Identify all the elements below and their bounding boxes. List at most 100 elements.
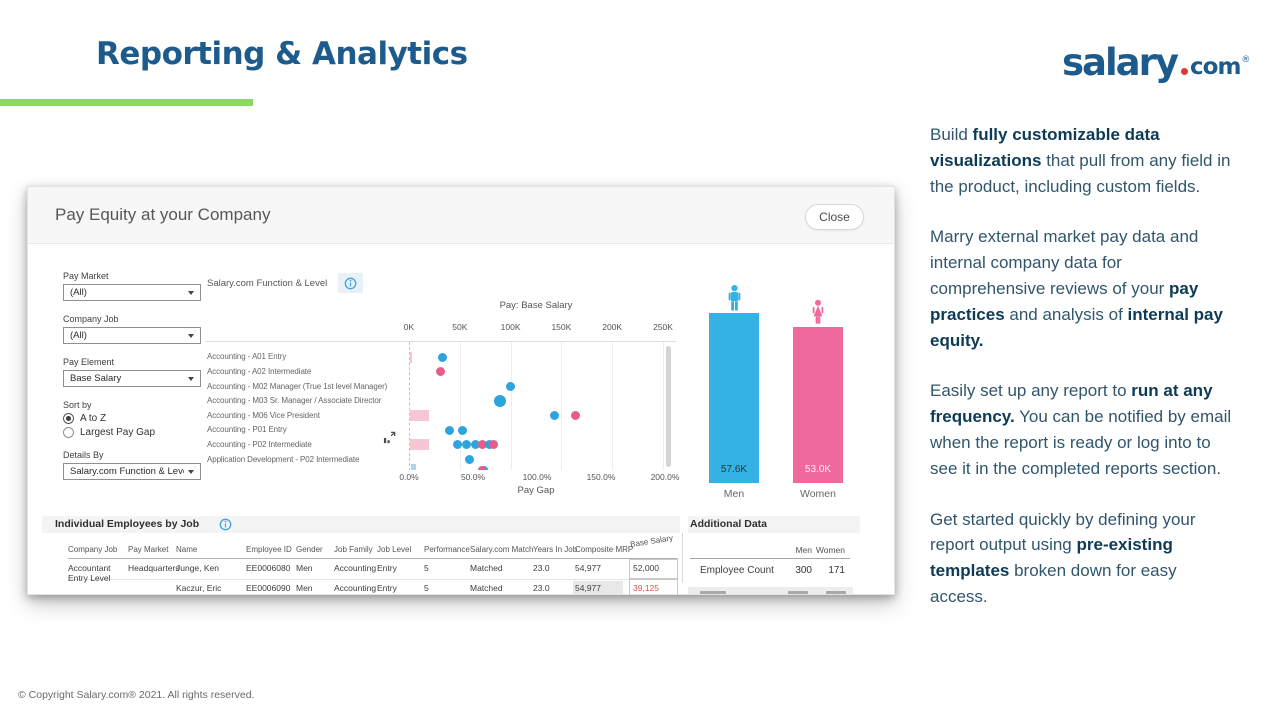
table-cell: 23.0 xyxy=(533,563,550,573)
bottom-axis-tick: 100.0% xyxy=(522,472,552,482)
feature-text-segment: Get started quickly by defining your rep… xyxy=(930,509,1196,555)
base-salary-cell-box xyxy=(629,579,678,594)
pay-gap-bar xyxy=(409,439,429,451)
top-axis-tick: 50K xyxy=(452,322,468,332)
mrp-highlight xyxy=(573,581,623,594)
bottom-axis-tick: 150.0% xyxy=(586,472,616,482)
radio-dot xyxy=(66,416,71,421)
additional-col-header: Men xyxy=(795,545,812,555)
table-cell: 5 xyxy=(424,583,429,593)
bottom-axis-tick: 0.0% xyxy=(399,472,419,482)
scatter-row-label: Accounting - M03 Sr. Manager / Associate… xyxy=(207,396,382,406)
additional-value-women: 171 xyxy=(828,565,845,576)
filter-value-details-by: Salary.com Function & Level xyxy=(70,466,184,477)
filter-select-pay-market[interactable]: (All) xyxy=(63,284,201,301)
scatter-point-men xyxy=(506,382,516,391)
table-header-cell: Years In Job xyxy=(533,545,578,554)
radio-option-a-to-z[interactable]: A to Z xyxy=(63,413,201,424)
feature-text: Build fully customizable data visualizat… xyxy=(930,122,1238,635)
table-header-cell: Composite MRP xyxy=(575,545,634,554)
bottom-axis-tick: 50.0% xyxy=(460,472,486,482)
feature-paragraph: Easily set up any report to run at any f… xyxy=(930,378,1238,481)
feature-text-segment: that pull from any field in the product,… xyxy=(930,150,1231,196)
table-cell: 23.0 xyxy=(533,583,550,593)
scatter-point-women xyxy=(477,440,487,450)
scatter-row-label: Application Development - P02 Intermedia… xyxy=(207,454,360,464)
radio-option-largest-pay-gap[interactable]: Largest Pay Gap xyxy=(63,427,201,438)
bar-value-label: 57.6K xyxy=(720,464,748,475)
table-header-cell: Performance xyxy=(424,545,470,554)
additional-section-bar xyxy=(688,516,860,533)
table-header-cell: Employee ID xyxy=(246,545,292,554)
gridline xyxy=(510,342,512,470)
scatter-row-label: Accounting - M06 Vice President xyxy=(207,410,320,420)
feature-paragraph: Build fully customizable data visualizat… xyxy=(930,122,1238,199)
filter-select-company-job[interactable]: (All) xyxy=(63,327,201,344)
additional-value-men: 300 xyxy=(795,565,812,576)
filter-select-details-by[interactable]: Salary.com Function & Level xyxy=(63,463,201,480)
table-cell: Men xyxy=(296,583,313,593)
employees-section-bar xyxy=(42,516,680,533)
bar-value-label: 53.0K xyxy=(804,464,832,475)
top-axis-tick: 150K xyxy=(551,322,572,332)
table-cell: Headquarters xyxy=(128,563,180,573)
close-button[interactable]: Close xyxy=(805,204,864,230)
scatter-point-men xyxy=(453,440,463,450)
table-header-cell: Base Salary xyxy=(629,533,674,549)
scatter-point-men xyxy=(458,425,468,435)
table-cell: 5 xyxy=(424,563,429,573)
additional-section-title: Additional Data xyxy=(690,518,768,530)
top-axis-tick: 200K xyxy=(602,322,623,332)
scatter-chart-title: Salary.com Function & Level xyxy=(207,278,328,289)
table-cell: 52,000 xyxy=(633,563,659,573)
table-cell: EE0006080 xyxy=(246,563,291,573)
filter-select-pay-element[interactable]: Base Salary xyxy=(63,370,201,387)
additional-row-label: Employee Count xyxy=(700,565,774,576)
focus-mode-icon[interactable] xyxy=(383,431,396,444)
feature-text-segment: You can be notified by email when the re… xyxy=(930,407,1232,478)
table-row-rule xyxy=(68,579,678,580)
scatter-point-men xyxy=(438,352,448,362)
table-cell: Matched xyxy=(470,563,503,573)
bottom-axis-title: Pay Gap xyxy=(517,485,555,496)
logo-registered-mark: ® xyxy=(1241,55,1251,65)
top-axis-tick: 250K xyxy=(653,322,673,332)
filter-label-pay-element: Pay Element xyxy=(63,357,115,367)
employees-section-title: Individual Employees by Job xyxy=(55,518,200,530)
clipped-text-fragment xyxy=(826,591,846,594)
feature-text-segment: Easily set up any report to xyxy=(930,381,1132,401)
chevron-down-icon xyxy=(188,376,194,381)
filter-value-company-job: (All) xyxy=(70,330,87,341)
table-cell: Men xyxy=(296,563,313,573)
bottom-axis-tick: 200.0% xyxy=(650,472,680,482)
bar-category-label: Women xyxy=(800,488,836,500)
table-header-cell: Job Family xyxy=(334,545,373,554)
scatter-row-label: Accounting - A01 Entry xyxy=(207,352,287,362)
window-title: Pay Equity at your Company xyxy=(55,205,271,224)
radio-icon xyxy=(63,427,74,438)
additional-clipped-row xyxy=(688,587,853,594)
gridline xyxy=(459,342,461,470)
table-header-cell: Name xyxy=(176,545,198,554)
clipped-text-fragment xyxy=(700,591,726,594)
gender-bar-women xyxy=(793,327,843,483)
info-icon[interactable] xyxy=(218,517,232,531)
scatter-point-women xyxy=(435,367,445,377)
title-accent-bar xyxy=(0,99,253,106)
table-cell: Kaczur, Eric xyxy=(176,583,222,593)
table-cell: Matched xyxy=(470,583,503,593)
table-cell: Accounting xyxy=(334,583,377,593)
chart-scrollbar[interactable] xyxy=(666,346,671,467)
table-cell: 39,125 xyxy=(633,583,659,593)
logo-red-dot-icon xyxy=(1181,68,1189,75)
additional-col-header: Women xyxy=(815,545,845,555)
scatter-point-men xyxy=(445,425,455,435)
feature-paragraph: Get started quickly by defining your rep… xyxy=(930,507,1238,610)
info-icon[interactable] xyxy=(338,273,363,293)
logo-tld: com xyxy=(1190,53,1241,80)
salary-com-logo: salary com ® xyxy=(1062,44,1250,81)
filter-value-pay-element: Base Salary xyxy=(70,373,122,384)
gridline xyxy=(561,342,563,470)
table-header-cell: Job Level xyxy=(377,545,412,554)
table-cell: Accounting xyxy=(334,563,377,573)
